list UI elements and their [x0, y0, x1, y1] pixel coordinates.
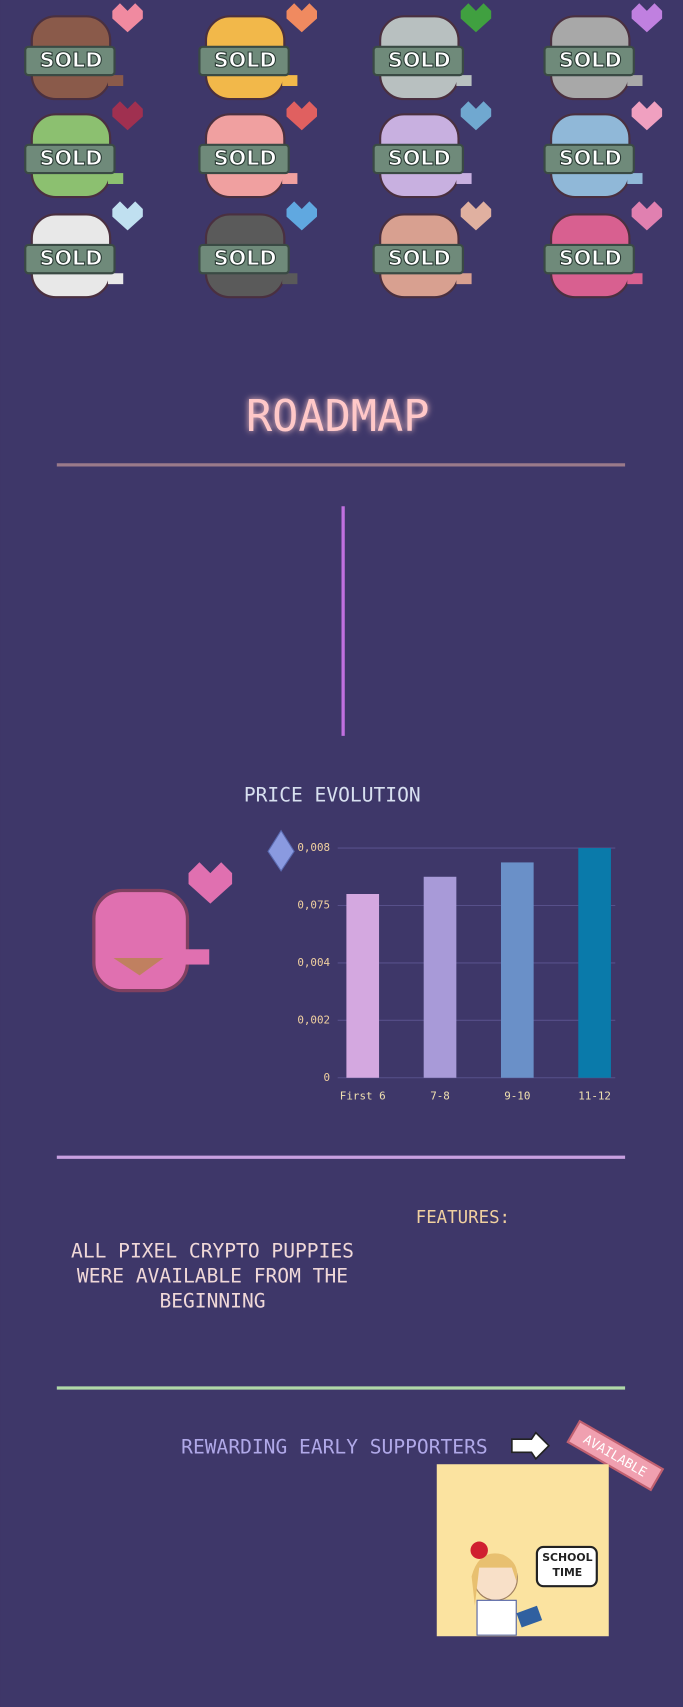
sold-label: SOLD — [40, 146, 103, 170]
sold-badge — [543, 243, 635, 275]
sold-label: SOLD — [559, 146, 622, 170]
sold-label: SOLD — [214, 48, 277, 72]
puppy-tail — [107, 173, 124, 184]
puppy-scarf — [113, 958, 164, 976]
book — [516, 1605, 543, 1628]
y-tick-label: 0,002 — [297, 1013, 330, 1026]
y-tick-label: 0,004 — [297, 956, 330, 969]
sold-badge — [372, 243, 464, 275]
sold-label: SOLD — [559, 48, 622, 72]
speech-bubble — [535, 1545, 598, 1588]
y-tick-label: 0 — [324, 1071, 331, 1084]
bar — [423, 876, 457, 1078]
bar — [500, 862, 534, 1078]
girl-body — [476, 1599, 517, 1636]
puppy-tail — [456, 273, 472, 285]
sold-label: SOLD — [214, 146, 277, 170]
y-tick-label: 0,008 — [297, 841, 330, 854]
sold-label: SOLD — [214, 246, 277, 270]
heart — [631, 201, 663, 231]
sold-badge — [198, 243, 290, 275]
x-tick-label: First 6 — [340, 1089, 386, 1102]
puppy-tail — [456, 75, 472, 87]
heart — [112, 201, 143, 231]
y-tick-label: 0,075 — [297, 898, 330, 911]
sold-label: SOLD — [559, 246, 622, 270]
heart — [631, 3, 663, 33]
bar — [346, 893, 380, 1078]
heart — [286, 101, 318, 131]
pointer-hand — [511, 1431, 551, 1461]
puppy-tail — [456, 173, 472, 184]
girl-hair — [471, 1553, 518, 1606]
heart — [112, 101, 143, 131]
x-tick-label: 9-10 — [504, 1089, 530, 1102]
bar — [578, 848, 611, 1078]
puppy-body — [92, 888, 190, 993]
puppy-tail — [185, 949, 210, 965]
bubble-text: TIME — [553, 1566, 583, 1579]
eth-logo — [267, 829, 295, 872]
puppy-tail — [627, 75, 643, 87]
sold-label: SOLD — [40, 246, 103, 270]
sold-badge — [543, 143, 635, 175]
features-text: BEGINNING — [159, 1290, 265, 1313]
puppy-tail — [282, 75, 298, 87]
sold-badge — [24, 45, 116, 77]
puppy-tail — [107, 273, 124, 285]
features-text: WERE AVAILABLE FROM THE — [77, 1264, 348, 1287]
heart — [112, 3, 143, 33]
sold-badge — [24, 243, 116, 275]
puppy-tail — [107, 75, 124, 87]
sold-label: SOLD — [388, 146, 451, 170]
heart — [631, 101, 663, 131]
puppy-tail — [627, 173, 643, 184]
badge-bg — [566, 1419, 665, 1492]
sold-label: SOLD — [40, 48, 103, 72]
girl-bow — [470, 1541, 488, 1559]
puppy-tail — [282, 173, 298, 184]
heart — [286, 3, 318, 33]
heart — [460, 3, 492, 33]
bubble-text: SCHOOL — [542, 1551, 592, 1564]
sold-badge — [543, 45, 635, 77]
rewards-title: REWARDING EARLY SUPPORTERS — [181, 1435, 487, 1458]
heart — [460, 101, 492, 131]
sold-label: SOLD — [388, 48, 451, 72]
puppy-tail — [627, 273, 643, 285]
sold-badge — [24, 143, 116, 175]
features-text: ALL PIXEL CRYPTO PUPPIES — [71, 1239, 354, 1262]
x-tick-label: 7-8 — [430, 1089, 450, 1102]
puppy-tail — [282, 273, 298, 285]
chart-title: PRICE EVOLUTION — [244, 783, 421, 806]
x-tick-label: 11-12 — [578, 1089, 611, 1102]
sold-badge — [372, 45, 464, 77]
heart — [286, 201, 318, 231]
sold-badge — [372, 143, 464, 175]
sold-label: SOLD — [388, 246, 451, 270]
heart — [188, 862, 233, 904]
sold-badge — [198, 45, 290, 77]
features-heading: FEATURES: — [416, 1208, 510, 1228]
heart — [460, 201, 492, 231]
sold-badge — [198, 143, 290, 175]
roadmap-title: ROADMAP — [246, 392, 429, 442]
